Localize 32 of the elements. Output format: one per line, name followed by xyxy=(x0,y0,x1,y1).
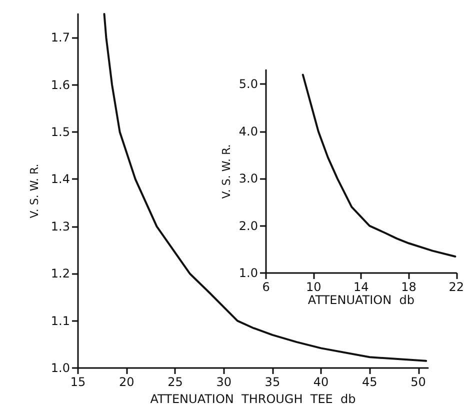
y-tick-label: 5.0 xyxy=(238,77,258,92)
x-tick-label: 40 xyxy=(313,375,329,389)
y-axis-title: V. S. W. R. xyxy=(28,164,42,218)
x-tick-label: 6 xyxy=(262,280,270,294)
y-tick-label: 1.0 xyxy=(238,266,258,280)
y-tick-label: 2.0 xyxy=(238,218,258,233)
x-tick-label: 22 xyxy=(448,280,464,294)
x-tick-label: 14 xyxy=(354,280,369,294)
y-tick-label: 1.2 xyxy=(50,266,70,281)
y-tick-label: 3.0 xyxy=(238,172,258,186)
y-tick-label: 1.1 xyxy=(50,314,70,328)
x-tick-label: 15 xyxy=(70,375,86,389)
line-series xyxy=(103,13,428,362)
x-tick-label: 20 xyxy=(118,375,134,389)
y-tick-label: 1.4 xyxy=(50,172,70,186)
x-tick-label: 10 xyxy=(306,280,322,294)
y-tick-label: 1.0 xyxy=(50,361,70,375)
x-tick-label: 45 xyxy=(362,375,378,389)
y-tick-label: 4.0 xyxy=(238,124,258,138)
x-tick-label: 30 xyxy=(216,375,232,389)
x-axis-title: ATTENUATION THROUGH TEE db xyxy=(150,392,356,406)
y-tick-label: 1.5 xyxy=(50,125,70,139)
x-axis-title: ATTENUATION db xyxy=(308,292,414,307)
y-tick-label: 1.7 xyxy=(50,30,70,45)
x-tick-label: 35 xyxy=(264,375,280,389)
line-series xyxy=(302,74,456,258)
y-tick-label: 1.6 xyxy=(50,78,70,92)
x-tick-label: 50 xyxy=(410,375,426,389)
y-tick-label: 1.3 xyxy=(50,219,70,234)
x-tick-label: 25 xyxy=(168,375,183,389)
x-tick-label: 18 xyxy=(401,280,416,294)
y-axis-title: V. S. W. R. xyxy=(220,144,233,199)
